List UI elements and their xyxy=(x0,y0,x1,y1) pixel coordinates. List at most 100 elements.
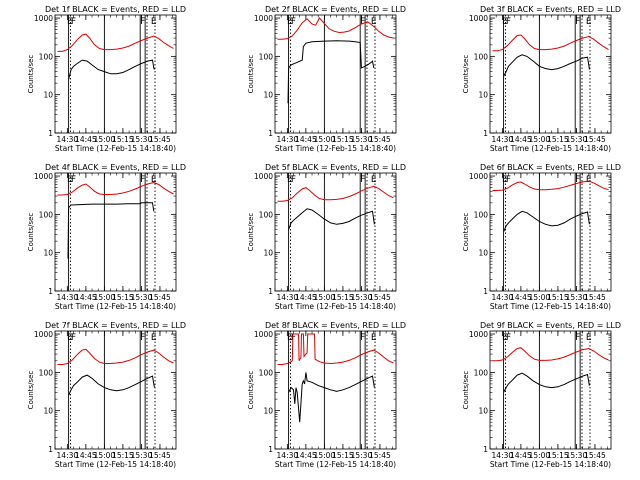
chart-panel-1: Det 1f BLACK = Events, RED = LLD 1 10 100 10… xyxy=(27,5,186,153)
x-tick-label: 14:45 xyxy=(75,135,97,144)
x-tick-label: 15:15 xyxy=(332,293,354,302)
x-tick-label: 15:45 xyxy=(369,293,391,302)
marker-label: F xyxy=(291,175,296,185)
x-tick-label: 14:30 xyxy=(492,135,514,144)
x-tick-label: 14:30 xyxy=(492,451,514,460)
y-tick-label: 10 xyxy=(43,91,53,100)
x-tick-label: 14:45 xyxy=(75,293,97,302)
chart-title: Det 6f BLACK = Events, RED = LLD xyxy=(480,163,621,172)
chart-panel-8: Det 8f BLACK = Events, RED = LLD 1 10 100 10… xyxy=(247,321,406,469)
x-tick-label: 15:00 xyxy=(529,293,551,302)
marker-label: F xyxy=(575,17,580,27)
y-tick-label: 1 xyxy=(268,129,273,138)
chart-panel-4: Det 4f BLACK = Events, RED = LLD 1 10 100 10… xyxy=(27,163,186,311)
series-line-events xyxy=(288,372,375,423)
x-tick-label: 15:00 xyxy=(94,135,116,144)
x-tick-label: 15:15 xyxy=(112,293,134,302)
series-line-events xyxy=(68,59,155,80)
y-tick-label: 1000 xyxy=(34,14,53,23)
chart-panel-6: Det 6f BLACK = Events, RED = LLD 1 10 100 10… xyxy=(462,163,621,311)
chart-title: Det 1f BLACK = Events, RED = LLD xyxy=(45,5,186,14)
marker-label: F xyxy=(506,175,511,185)
marker-label: E xyxy=(586,175,592,185)
plot-frame xyxy=(54,330,177,450)
chart-panel-5: Det 5f BLACK = Events, RED = LLD 1 10 100 10… xyxy=(247,163,406,311)
series-line-lld xyxy=(277,17,394,40)
x-tick-label: 14:45 xyxy=(295,135,317,144)
marker-label: E xyxy=(151,17,157,27)
x-tick-label: 15:45 xyxy=(369,451,391,460)
marker-label: E xyxy=(371,17,377,27)
plot-frame xyxy=(274,14,397,134)
x-tick-label: 15:45 xyxy=(149,451,171,460)
y-tick-label: 100 xyxy=(259,210,274,219)
marker-label: F xyxy=(71,333,76,343)
x-tick-label: 15:30 xyxy=(566,293,588,302)
x-tick-label: 15:00 xyxy=(94,293,116,302)
chart-panel-9: Det 9f BLACK = Events, RED = LLD 1 10 100 10… xyxy=(462,321,621,469)
marker-label: E xyxy=(502,333,508,343)
x-tick-label: 15:30 xyxy=(351,135,373,144)
y-tick-label: 1000 xyxy=(469,172,488,181)
x-tick-label: 15:45 xyxy=(584,293,606,302)
x-tick-label: 14:45 xyxy=(510,451,532,460)
plot-frame xyxy=(274,172,397,292)
y-tick-label: 1000 xyxy=(254,172,273,181)
plot-frame xyxy=(274,330,397,450)
marker-label: E xyxy=(151,333,157,343)
chart-title: Det 4f BLACK = Events, RED = LLD xyxy=(45,163,186,172)
y-tick-label: 10 xyxy=(263,407,273,416)
x-tick-label: 15:00 xyxy=(314,451,336,460)
y-tick-label: 10 xyxy=(263,249,273,258)
y-tick-label: 10 xyxy=(478,91,488,100)
marker-label: F xyxy=(360,333,365,343)
y-axis-label: Counts/sec xyxy=(462,371,470,410)
series-line-events xyxy=(503,54,590,77)
marker-label: E xyxy=(586,17,592,27)
x-axis-label: Start Time (12-Feb-15 14:18:40) xyxy=(55,460,176,469)
x-tick-label: 14:30 xyxy=(57,451,79,460)
y-tick-label: 1000 xyxy=(469,14,488,23)
y-tick-label: 100 xyxy=(474,210,489,219)
y-tick-label: 1 xyxy=(483,287,488,296)
y-tick-label: 10 xyxy=(478,249,488,258)
x-tick-label: 15:30 xyxy=(131,135,153,144)
marker-label: E xyxy=(287,333,293,343)
x-axis-label: Start Time (12-Feb-15 14:18:40) xyxy=(275,302,396,311)
marker-label: E xyxy=(287,17,293,27)
series-line-events xyxy=(287,40,375,104)
x-tick-label: 14:30 xyxy=(57,293,79,302)
x-tick-label: 15:15 xyxy=(547,135,569,144)
x-tick-label: 14:45 xyxy=(295,293,317,302)
plot-frame xyxy=(489,172,612,292)
y-tick-label: 1 xyxy=(268,445,273,454)
marker-label: E xyxy=(371,333,377,343)
marker-label: E xyxy=(67,17,73,27)
x-axis-label: Start Time (12-Feb-15 14:18:40) xyxy=(55,144,176,153)
x-tick-label: 15:15 xyxy=(547,451,569,460)
x-tick-label: 15:00 xyxy=(529,135,551,144)
marker-label: F xyxy=(360,175,365,185)
x-tick-label: 15:30 xyxy=(566,451,588,460)
plot-frame xyxy=(54,172,177,292)
y-axis-label: Counts/sec xyxy=(247,371,255,410)
x-tick-label: 15:45 xyxy=(584,451,606,460)
y-tick-label: 10 xyxy=(43,407,53,416)
y-tick-label: 1000 xyxy=(254,330,273,339)
series-line-lld xyxy=(492,180,609,191)
x-tick-label: 14:45 xyxy=(75,451,97,460)
plot-frame xyxy=(489,14,612,134)
series-line-lld xyxy=(277,333,394,365)
y-tick-label: 1 xyxy=(48,287,53,296)
x-tick-label: 15:45 xyxy=(369,135,391,144)
chart-title: Det 3f BLACK = Events, RED = LLD xyxy=(480,5,621,14)
y-axis-label: Counts/sec xyxy=(27,371,35,410)
chart-title: Det 2f BLACK = Events, RED = LLD xyxy=(265,5,406,14)
series-line-events xyxy=(503,372,590,393)
y-tick-label: 1 xyxy=(48,129,53,138)
y-axis-label: Counts/sec xyxy=(462,55,470,94)
x-tick-label: 14:45 xyxy=(510,135,532,144)
y-axis-label: Counts/sec xyxy=(247,213,255,252)
x-tick-label: 15:30 xyxy=(131,451,153,460)
